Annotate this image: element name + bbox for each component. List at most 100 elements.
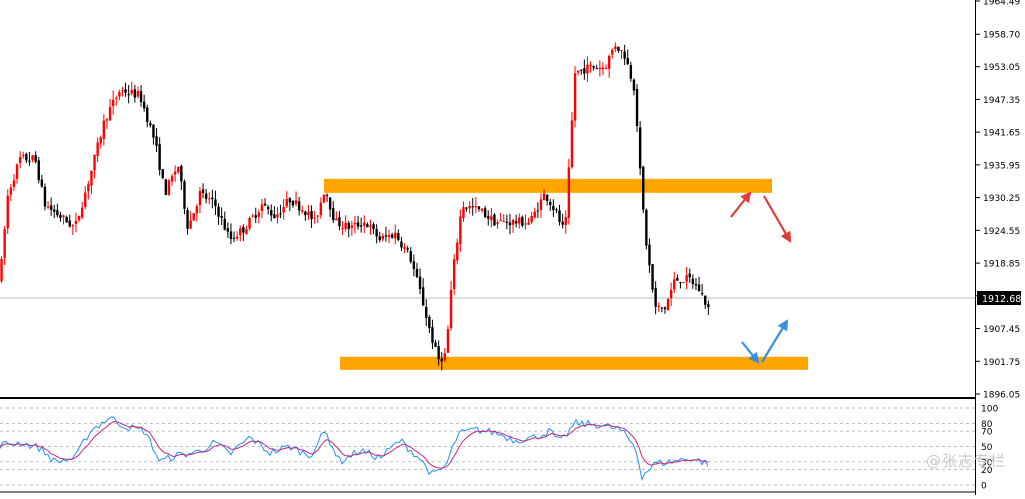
candle [350,220,354,236]
candle-body [660,307,664,309]
candle [155,128,158,153]
candle-body [142,101,146,109]
candle-body [338,217,341,227]
watermark: @张志专栏 [926,452,1007,470]
candle-body [403,246,406,249]
candle-body [332,208,335,221]
candle-body [170,176,174,182]
candle [322,194,326,204]
candle-body [31,155,34,160]
candle [325,193,329,202]
candle [657,302,660,312]
candle-body [62,215,65,217]
candle-body [108,107,112,121]
candle-body [406,248,409,250]
candle-body [514,221,518,224]
candle [118,89,121,101]
candle-body [502,220,505,222]
candle-body [638,127,642,169]
candle [527,217,530,225]
candle [545,194,549,206]
candle-body [229,231,233,240]
candle-body [552,205,555,211]
candle-body [316,215,319,217]
candle [146,104,149,128]
price-tick-label: 1930.25 [983,194,1020,204]
candle-body [558,210,561,222]
candle [700,283,704,296]
candle-body [74,220,78,224]
candle [697,276,701,292]
candle-body [387,234,391,238]
candle-body [310,210,313,220]
candle-body [251,215,254,217]
candle [421,278,425,306]
candle [353,216,357,234]
candle [400,236,403,251]
candle-body [452,259,456,290]
candle [177,166,180,175]
candle [648,238,651,273]
candle [152,124,155,145]
candle [307,204,310,220]
candle [372,222,375,235]
candle [189,211,192,230]
candle [555,207,558,214]
oscillator-panel [0,407,975,486]
candle-body [254,215,257,218]
candle [149,120,152,128]
candle-body [617,46,620,51]
candle [536,202,540,219]
candle [254,207,257,224]
candle-body [421,287,425,306]
candle-body [276,214,279,218]
candle-body [34,155,37,162]
candle [508,213,512,235]
candle-body [297,201,301,211]
candle-body [211,197,214,200]
candle-body [322,194,326,203]
candle-body [629,65,633,79]
candle [28,152,31,166]
candle [335,211,338,221]
candle [406,245,409,253]
oscillator-lines [0,416,709,481]
candle-body [161,169,164,179]
price-axis: 1964.49 1958.70 1953.05 1947.35 1941.65 1935.… [975,0,1020,401]
candle-body [604,68,608,70]
candle [279,204,282,219]
candle-body [642,166,645,210]
candle-body [164,179,168,196]
candle-body [704,295,707,305]
candle [601,62,605,76]
candle [446,325,450,354]
candle [477,206,481,212]
candle [561,213,564,229]
price-tick-label: 1907.45 [983,325,1020,335]
candle [394,224,397,245]
candle-body [511,219,515,225]
candle [635,84,639,132]
candle [704,295,707,309]
candle [142,94,146,112]
candle [629,61,633,82]
candle-body [173,171,177,175]
candle [115,95,118,106]
oscillator-tick-label: 0 [981,482,987,492]
candle [43,183,47,211]
candle-body [570,120,574,168]
candle [356,215,360,230]
candle-body [288,198,292,203]
candle [685,266,688,290]
candle-body [248,217,251,229]
oscillator-tick-label: 70 [981,428,993,438]
current-price-label: 1912.68 [982,294,1021,305]
candle [611,48,614,59]
candle-body [623,51,626,59]
candle-body [440,358,443,362]
candle-body [431,327,434,343]
candle-body [632,79,636,91]
candle [502,214,505,223]
candle-body [279,213,282,215]
candle-body [307,211,310,216]
